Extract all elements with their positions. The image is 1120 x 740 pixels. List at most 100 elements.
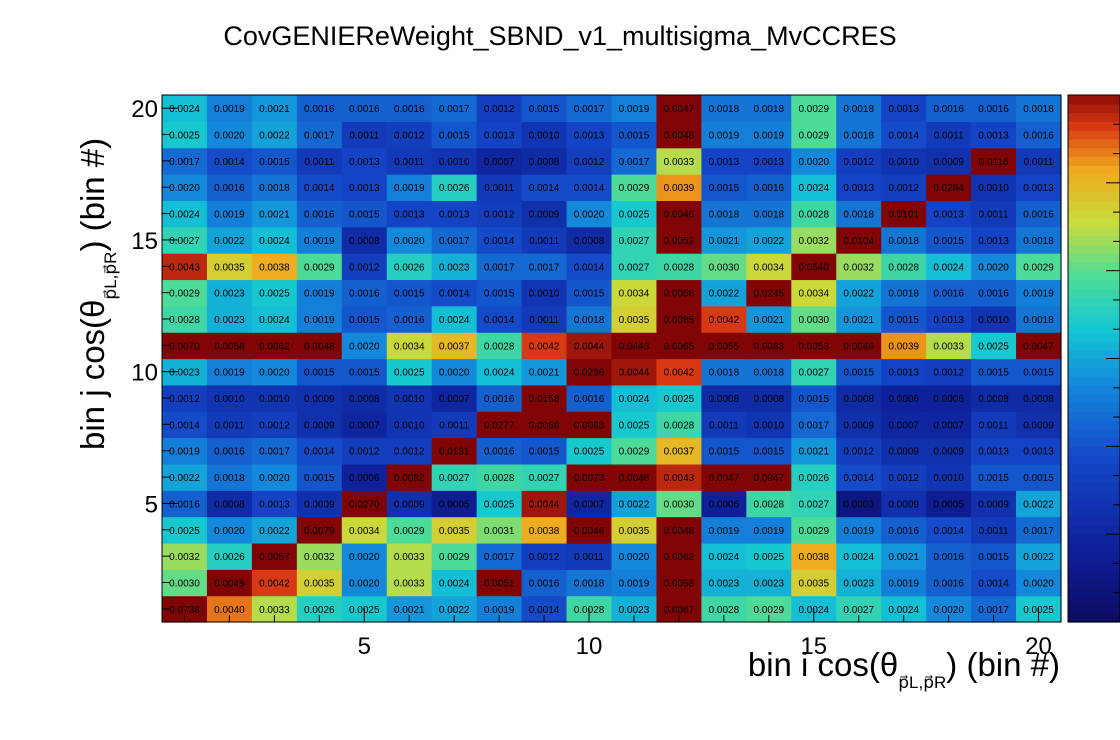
- cell-value-label: 0.0022: [259, 131, 290, 142]
- color-scale-swatch: [1068, 95, 1120, 105]
- heatmap-cell: [836, 147, 882, 175]
- color-scale-swatch: [1068, 499, 1120, 509]
- heatmap-cell: [341, 332, 388, 360]
- heatmap-cell: [431, 437, 478, 465]
- cell-value-label: 0.0024: [619, 394, 650, 405]
- cell-value-label: 0.0010: [394, 420, 425, 431]
- heatmap-cell: [386, 95, 433, 122]
- heatmap-cell: [1016, 332, 1062, 360]
- heatmap-cell: [881, 121, 927, 149]
- color-scale-swatch: [1068, 446, 1120, 456]
- heatmap-cell: [791, 437, 837, 465]
- cell-value-label: 0.0048: [304, 341, 335, 352]
- cell-value-label: 0.0055: [709, 341, 740, 352]
- cell-value-label: 0.0023: [843, 578, 874, 589]
- cell-value-label: 0.0020: [169, 183, 200, 194]
- heatmap-cell: [1016, 147, 1062, 175]
- cell-value-label: 0.0023: [709, 578, 740, 589]
- heatmap-cell: [296, 226, 343, 254]
- cell-value-label: 0.0028: [754, 499, 785, 510]
- heatmap-cell: [476, 226, 523, 254]
- heatmap-cell: [746, 305, 792, 333]
- heatmap-cell: [476, 332, 523, 360]
- cell-value-label: 0.0022: [214, 236, 245, 247]
- cell-value-label: 0.0015: [798, 394, 829, 405]
- cell-value-label: 0.0017: [304, 131, 335, 142]
- cell-value-label: 0.0015: [304, 368, 335, 379]
- heatmap-cell: [926, 95, 972, 122]
- cell-value-label: 0.0010: [214, 394, 245, 405]
- heatmap-cell: [296, 121, 343, 149]
- cell-value-label: 0.0015: [484, 289, 515, 300]
- cell-value-label: 0.0012: [484, 210, 515, 221]
- cell-value-label: 0.0009: [394, 499, 425, 510]
- heatmap-cell: [926, 121, 972, 149]
- y-tick-label: 15: [131, 228, 158, 255]
- heatmap-cell: [476, 437, 523, 465]
- cell-value-label: 0.0009: [304, 420, 335, 431]
- cell-value-label: 0.0016: [574, 394, 605, 405]
- cell-value-label: 0.0035: [798, 578, 829, 589]
- color-scale-swatch: [1068, 455, 1120, 465]
- y-axis-label: bin j cos(θp⃗L,p⃗R) (bin #): [74, 138, 120, 450]
- cell-value-label: 0.0022: [1023, 552, 1054, 563]
- color-scale-swatch: [1068, 253, 1120, 263]
- heatmap-cell: [971, 200, 1017, 228]
- cell-value-label: 0.0016: [214, 447, 245, 458]
- heatmap-cell: [656, 569, 702, 597]
- heatmap-cell: [431, 490, 478, 518]
- heatmap-cell: [521, 226, 568, 254]
- cell-value-label: 0.0043: [664, 473, 695, 484]
- heatmap-cell: [296, 200, 343, 228]
- cell-value-label: 0.0024: [439, 578, 470, 589]
- heatmap-cell: [566, 95, 613, 122]
- heatmap-cell: [701, 147, 747, 175]
- heatmap-cell: [926, 411, 972, 439]
- color-scale-swatch: [1068, 472, 1120, 483]
- cell-value-label: 0.0019: [484, 605, 515, 616]
- cell-value-label: 0.0019: [754, 526, 785, 537]
- cell-value-label: 0.0024: [888, 605, 919, 616]
- cell-value-label: 0.0019: [214, 104, 245, 115]
- cell-value-label: 0.0042: [259, 578, 290, 589]
- heatmap-cell: [701, 200, 747, 228]
- cell-value-label: 0.0047: [754, 473, 785, 484]
- heatmap-cell: [566, 516, 613, 544]
- heatmap-cell: [746, 174, 792, 201]
- color-scale-swatch: [1068, 384, 1120, 395]
- cell-value-label: 0.0028: [798, 210, 829, 221]
- cell-value-label: 0.0013: [394, 210, 425, 221]
- color-scale-swatch: [1068, 411, 1120, 421]
- heatmap-cell: [566, 332, 613, 360]
- cell-value-label: 0.0033: [933, 341, 964, 352]
- cell-value-label: 0.0023: [214, 289, 245, 300]
- heatmap-cell: [746, 384, 792, 412]
- heatmap-cell: [431, 279, 478, 307]
- cell-value-label: 0.0017: [574, 104, 605, 115]
- cell-value-label: 0.0021: [888, 552, 919, 563]
- heatmap-cell: [206, 305, 253, 333]
- cell-value-label: 0.0020: [619, 552, 650, 563]
- cell-value-label: 0.0070: [169, 341, 200, 352]
- cell-value-label: 0.0020: [574, 210, 605, 221]
- cell-value-label: 0.0035: [214, 262, 245, 273]
- cell-value-label: 0.0033: [664, 157, 695, 168]
- cell-value-label: 0.0016: [978, 289, 1009, 300]
- heatmap-cell: [656, 332, 702, 360]
- heatmap-cell: [926, 437, 972, 465]
- heatmap-cell: [791, 121, 837, 149]
- cell-value-label: 0.0013: [933, 315, 964, 326]
- cell-value-label: 0.0024: [798, 183, 829, 194]
- heatmap-cell: [206, 542, 253, 570]
- heatmap-cell: [791, 463, 837, 491]
- heatmap-cell: [431, 226, 478, 254]
- cell-value-label: 0.0025: [978, 341, 1009, 352]
- heatmap-cell: [971, 121, 1017, 149]
- cell-value-label: 0.0018: [574, 578, 605, 589]
- color-scale-swatch: [1068, 578, 1120, 588]
- cell-value-label: 0.0010: [439, 157, 470, 168]
- cell-value-label: 0.0022: [1023, 499, 1054, 510]
- heatmap-cell: [206, 226, 253, 254]
- cell-value-label: 0.0020: [933, 605, 964, 616]
- heatmap-cell: [746, 332, 792, 360]
